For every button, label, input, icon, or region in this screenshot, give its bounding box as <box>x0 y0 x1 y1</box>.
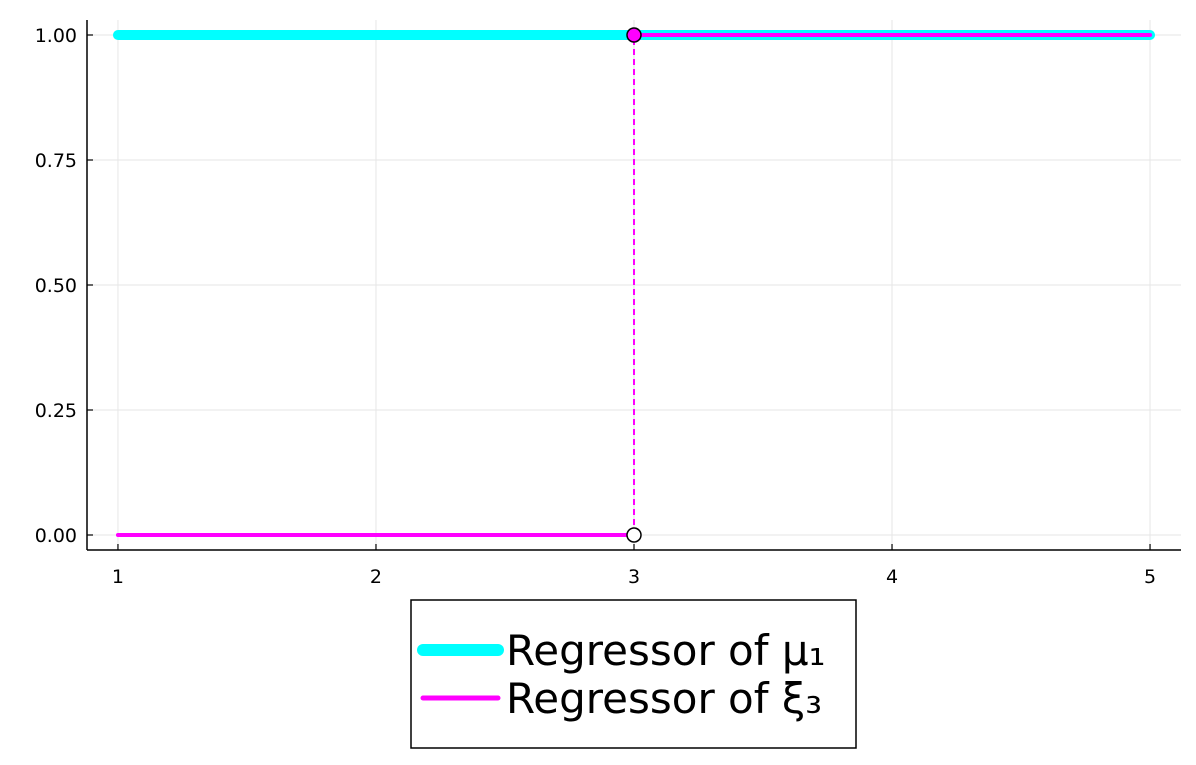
legend-label: Regressor of μ₁ <box>506 626 825 675</box>
legend-label: Regressor of ξ₃ <box>506 674 822 723</box>
open-marker <box>626 527 642 543</box>
x-tick-label: 5 <box>1144 566 1156 588</box>
y-tick-label: 0.00 <box>35 525 77 547</box>
y-tick-label: 1.00 <box>35 25 77 47</box>
y-tick-label: 0.50 <box>35 275 77 297</box>
x-tick-label: 1 <box>112 566 124 588</box>
y-tick-label: 0.75 <box>35 150 77 172</box>
x-tick-label: 2 <box>370 566 382 588</box>
series-layer <box>112 27 1156 543</box>
legend-item-mu1: Regressor of μ₁ <box>417 626 825 675</box>
legend-item-xi3: Regressor of ξ₃ <box>420 674 822 723</box>
x-tick-label: 4 <box>886 566 898 588</box>
y-tick-label: 0.25 <box>35 400 77 422</box>
closed-marker <box>626 27 642 43</box>
legend-box <box>410 599 857 749</box>
x-tick-label: 3 <box>628 566 640 588</box>
axes-layer: 1 2 3 4 5 0.00 0.25 0.50 0.75 1.00 <box>35 20 1181 588</box>
